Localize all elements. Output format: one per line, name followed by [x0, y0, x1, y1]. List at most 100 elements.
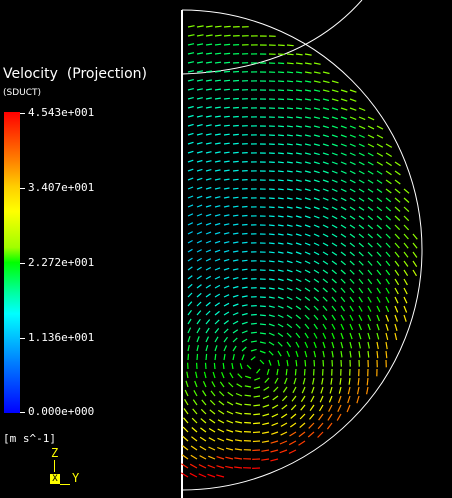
vector-arrow: [289, 431, 297, 437]
vector-arrow: [232, 97, 239, 100]
vector-arrow: [367, 251, 373, 257]
vector-arrow: [349, 134, 356, 138]
vector-arrow: [349, 251, 355, 257]
vector-arrow: [196, 106, 203, 109]
vector-arrow: [270, 440, 279, 444]
vector-arrow: [340, 179, 347, 184]
vector-arrow: [253, 404, 261, 407]
vector-arrow: [205, 231, 212, 235]
vector-arrow: [340, 206, 347, 211]
vector-arrow: [349, 287, 355, 294]
vector-arrow: [232, 285, 239, 289]
vector-arrow: [187, 248, 193, 253]
vector-arrow: [304, 287, 311, 292]
vector-arrow: [304, 215, 311, 219]
vector-arrow: [187, 336, 191, 343]
vector-arrow: [313, 206, 320, 210]
vector-arrow: [304, 89, 312, 92]
vector-arrow: [196, 159, 203, 163]
vector-arrow: [313, 179, 320, 183]
vector-arrow: [196, 213, 203, 217]
vector-arrow: [196, 177, 203, 181]
vector-arrow: [214, 214, 221, 217]
vector-arrow: [229, 372, 234, 379]
vector-arrow: [358, 116, 366, 121]
vector-arrow: [403, 215, 410, 222]
vector-arrow: [313, 62, 321, 65]
vector-arrow: [376, 134, 384, 139]
vector-arrow: [347, 395, 351, 404]
vector-arrow: [313, 278, 320, 283]
vector-arrow: [304, 80, 312, 83]
vector-arrow: [214, 319, 220, 325]
vector-arrow: [304, 179, 311, 183]
vector-arrow: [340, 116, 347, 120]
vector-arrow: [304, 314, 310, 320]
vector-arrow: [295, 215, 302, 219]
vector-arrow: [331, 278, 337, 284]
vector-arrow: [268, 224, 275, 227]
vector-arrow: [322, 143, 329, 147]
vector-arrow: [367, 287, 372, 294]
vector-arrow: [331, 332, 335, 340]
vector-arrow: [367, 278, 373, 285]
vector-arrow: [196, 43, 204, 46]
vector-arrow: [394, 260, 400, 267]
vector-arrow: [313, 296, 319, 302]
vector-arrow: [263, 386, 270, 391]
vector-arrow: [264, 377, 270, 384]
vector-arrow: [253, 395, 261, 398]
vector-arrow: [259, 359, 265, 365]
vector-arrow: [270, 449, 279, 453]
legend-subtitle: (SDUCT): [3, 88, 42, 98]
vector-arrow: [394, 188, 401, 194]
vector-arrow: [268, 242, 275, 245]
vector-arrow: [223, 223, 230, 226]
vector-arrow: [196, 61, 204, 64]
vector-arrow: [232, 303, 239, 307]
vector-arrow: [293, 377, 297, 385]
vector-arrow: [268, 341, 275, 346]
vector-arrow: [340, 134, 347, 138]
vector-arrow: [295, 323, 301, 329]
vector-arrow: [299, 422, 306, 429]
vector-arrow: [331, 152, 338, 156]
vector-arrow: [340, 107, 348, 111]
vector-arrow: [223, 34, 231, 37]
vector-arrow: [403, 278, 408, 286]
vector-arrow: [244, 394, 252, 397]
vector-arrow: [356, 395, 360, 404]
vector-arrow: [252, 431, 261, 434]
vector-arrow: [322, 170, 329, 174]
vector-arrow: [189, 472, 198, 478]
vector-arrow: [223, 276, 230, 280]
vector-arrow: [237, 373, 243, 379]
vector-arrow: [205, 258, 212, 262]
vector-arrow: [214, 70, 222, 73]
vector-arrow: [358, 305, 363, 312]
vector-arrow: [213, 362, 216, 370]
vector-arrow: [331, 98, 339, 102]
vector-arrow: [304, 62, 312, 65]
vector-arrow: [286, 323, 293, 329]
vector-arrow: [298, 431, 306, 438]
vector-arrow: [202, 380, 207, 388]
vector-arrow: [295, 170, 302, 173]
vector-arrow: [262, 404, 270, 408]
vector-arrow: [295, 197, 302, 200]
vector-arrow: [205, 301, 211, 307]
vector-arrow: [286, 350, 291, 357]
vector-arrow: [214, 276, 221, 280]
vector-arrow: [277, 323, 284, 328]
vector-arrow: [358, 161, 365, 166]
vector-arrow: [295, 161, 302, 164]
vector-arrow: [214, 267, 221, 271]
vector-arrow: [281, 395, 288, 402]
vector-arrow: [349, 314, 354, 321]
axis-triad: Z X Y: [46, 446, 96, 490]
vector-arrow: [241, 295, 248, 298]
vector-arrow: [403, 233, 409, 240]
vector-arrow: [223, 52, 231, 55]
y-axis-line: [60, 484, 70, 485]
